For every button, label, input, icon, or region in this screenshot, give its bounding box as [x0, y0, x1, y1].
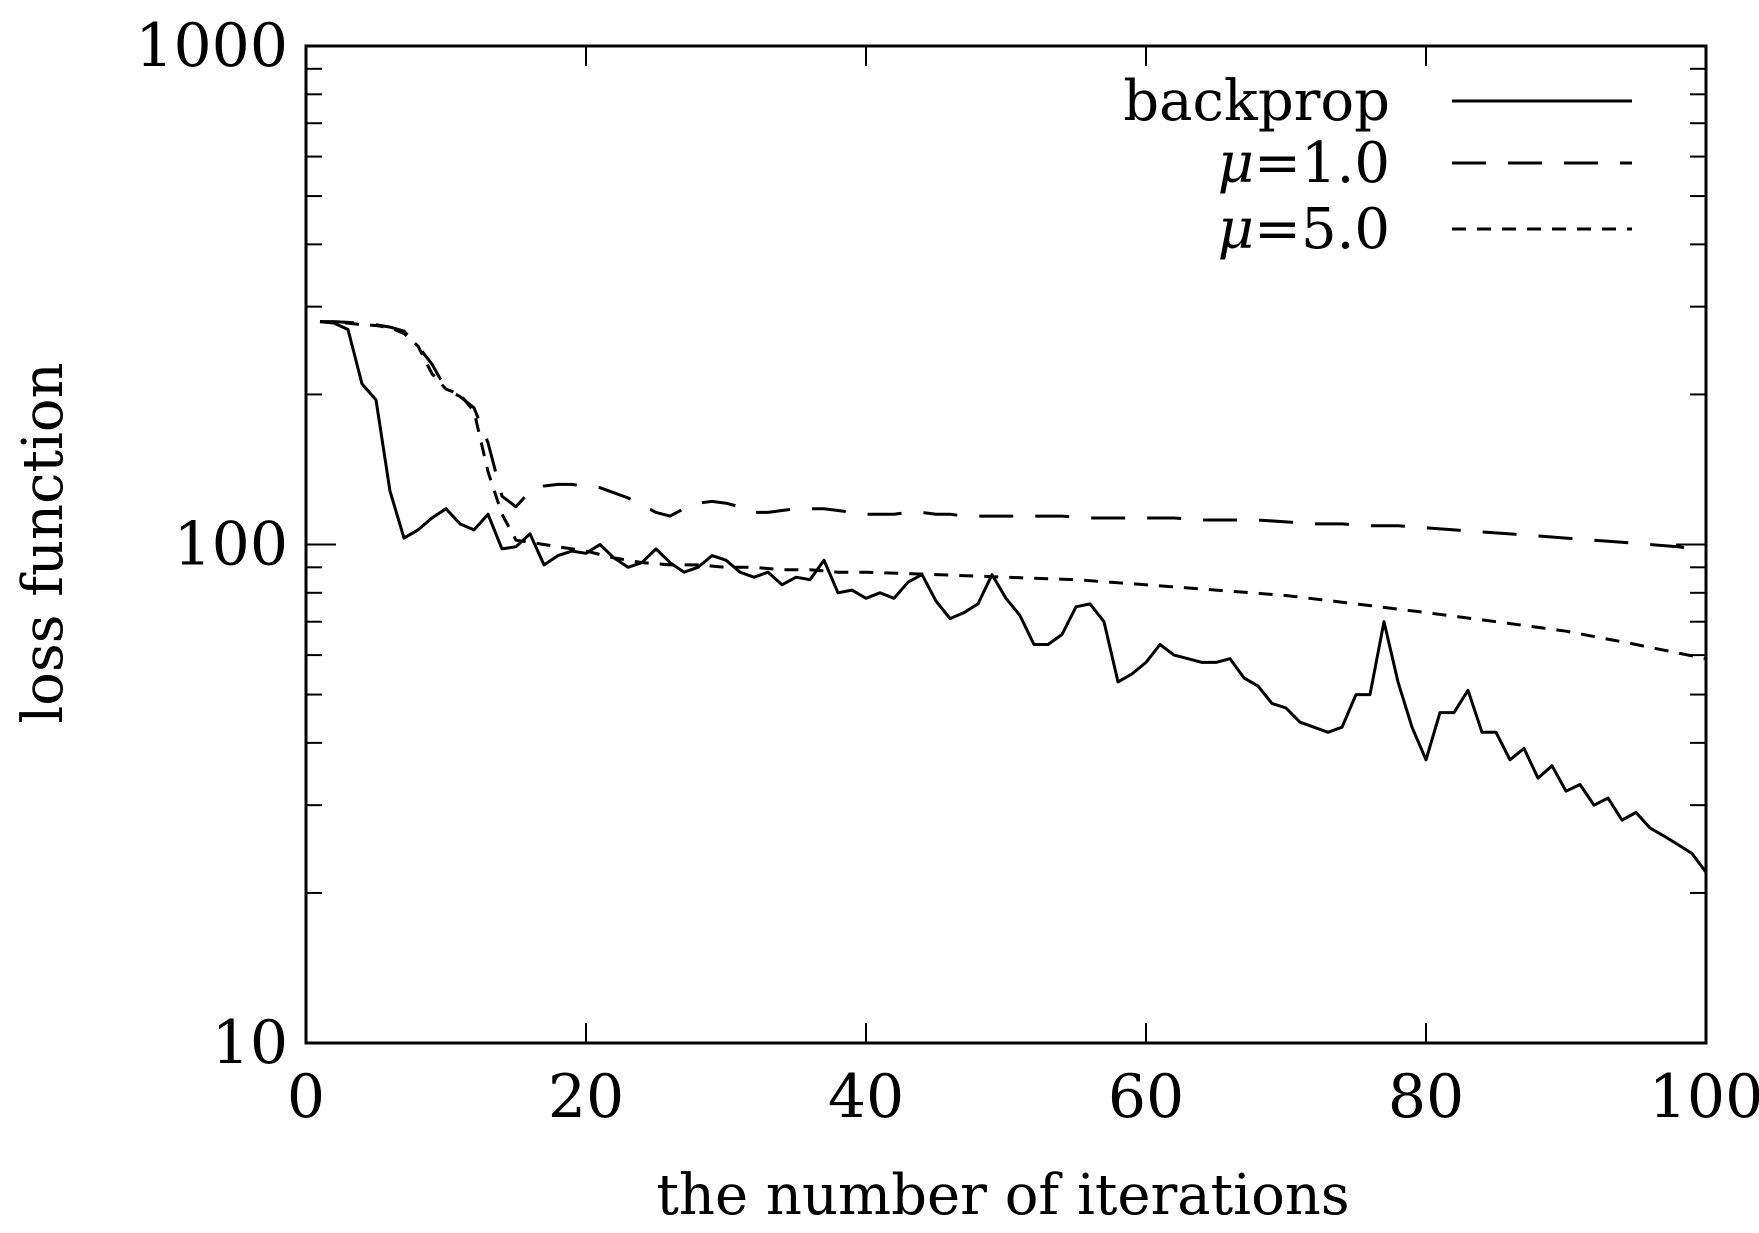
series-layer	[319, 320, 1708, 874]
y-tick-label: 100	[173, 510, 288, 580]
y-axis-label: loss function	[11, 362, 76, 723]
x-tick-label: 80	[1388, 1062, 1464, 1132]
legend-symbol-mu: μ	[1218, 131, 1254, 196]
plot-frame	[304, 44, 1708, 1045]
axis-ticks	[305, 45, 1707, 1044]
legend-value: =5.0	[1254, 197, 1390, 262]
legend-label-0: backprop	[1123, 69, 1390, 134]
x-tick-label: 40	[828, 1062, 904, 1132]
x-tick-label: 20	[548, 1062, 624, 1132]
tick-labels: 0 20 40 60 80 100 10 100 1000	[135, 11, 1759, 1132]
x-tick-label: 0	[287, 1062, 325, 1132]
series-line-2	[319, 320, 1707, 661]
x-axis-label: the number of iterations	[656, 1163, 1349, 1228]
y-tick-label: 1000	[135, 11, 288, 81]
legend-symbol-mu: μ	[1218, 197, 1254, 262]
y-tick-label: 10	[212, 1008, 288, 1078]
x-tick-label: 100	[1649, 1062, 1759, 1132]
series-line-0	[319, 320, 1708, 874]
legend-value: =1.0	[1254, 131, 1390, 196]
legend-label-2: μ=5.0	[1218, 197, 1390, 262]
x-tick-label: 60	[1108, 1062, 1184, 1132]
legend-label-1: μ=1.0	[1218, 131, 1390, 196]
series-line-1	[320, 320, 1707, 553]
